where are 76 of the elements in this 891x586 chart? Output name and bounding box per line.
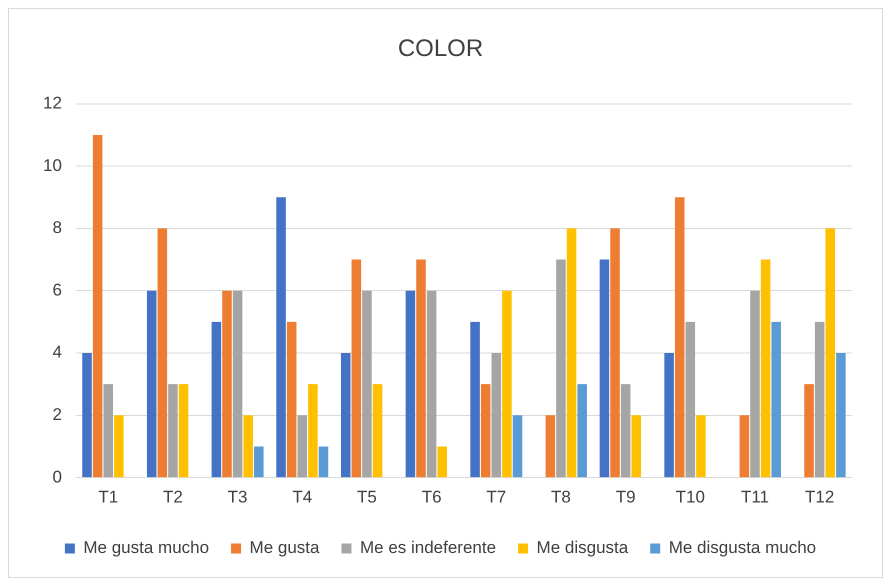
bar: [600, 260, 610, 478]
bar: [740, 415, 750, 478]
bar: [340, 353, 351, 478]
y-tick-label: 4: [52, 342, 62, 362]
bar: [610, 228, 620, 478]
bar: [308, 384, 318, 478]
y-tick-label: 2: [52, 404, 62, 424]
bar: [836, 353, 846, 478]
bar: [318, 446, 328, 478]
legend-label: Me disgusta mucho: [668, 538, 816, 558]
bar: [82, 353, 92, 478]
bar: [804, 384, 814, 478]
bar: [212, 322, 222, 478]
bar: [492, 353, 502, 478]
y-tick-label: 12: [42, 93, 62, 112]
bar: [158, 228, 168, 478]
bar: [674, 197, 684, 478]
legend-label: Me disgusta: [536, 538, 629, 558]
bar: [372, 384, 382, 478]
x-tick-label: T10: [676, 487, 705, 506]
bar: [437, 446, 447, 478]
bar: [620, 384, 630, 478]
bar: [297, 415, 308, 478]
x-tick-label: T12: [805, 487, 834, 506]
bar: [178, 384, 188, 478]
x-tick-label: T6: [422, 487, 442, 506]
bar: [243, 415, 253, 478]
x-tick-label: T11: [740, 487, 770, 506]
bar: [760, 260, 770, 478]
x-tick-label: T8: [551, 487, 571, 506]
bar: [686, 322, 696, 478]
x-tick-label: T9: [616, 487, 636, 506]
bar: [502, 290, 512, 478]
x-tick-label: T1: [98, 487, 118, 506]
bar: [512, 415, 522, 478]
bar: [556, 260, 566, 478]
bar: [352, 260, 362, 478]
bar: [362, 290, 372, 478]
x-tick-label: T4: [292, 487, 312, 506]
bar: [103, 384, 114, 478]
y-tick-label: 0: [52, 467, 62, 486]
bar: [470, 322, 480, 478]
bar: [480, 384, 490, 478]
x-tick-label: T3: [228, 487, 248, 506]
bar: [406, 290, 416, 478]
bar: [232, 290, 242, 478]
x-tick-label: T2: [163, 487, 183, 506]
x-tick-label: T7: [486, 487, 506, 506]
y-tick-label: 6: [52, 280, 62, 300]
bar: [664, 353, 674, 478]
bar: [771, 322, 781, 478]
legend-label: Me es indeferente: [360, 538, 496, 558]
bar: [168, 384, 178, 478]
bar: [631, 415, 642, 478]
bar: [696, 415, 706, 478]
bar: [566, 228, 576, 478]
bar: [222, 290, 232, 478]
bar: [750, 290, 760, 478]
bar: [254, 446, 264, 478]
bar: [114, 415, 124, 478]
bar: [92, 134, 102, 478]
y-tick-label: 8: [52, 218, 62, 238]
bar: [416, 260, 426, 478]
chart-title: COLOR: [398, 35, 484, 62]
bar: [814, 322, 824, 478]
bar: [577, 384, 587, 478]
x-tick-label: T5: [357, 487, 377, 506]
bar: [825, 228, 836, 478]
bar: [286, 322, 296, 478]
bar: [546, 415, 556, 478]
y-tick-label: 10: [42, 156, 62, 175]
legend-label: Me gusta: [250, 538, 320, 558]
bar: [426, 290, 436, 478]
bar: [146, 290, 156, 478]
bar: [276, 197, 286, 478]
legend-label: Me gusta mucho: [83, 538, 210, 558]
